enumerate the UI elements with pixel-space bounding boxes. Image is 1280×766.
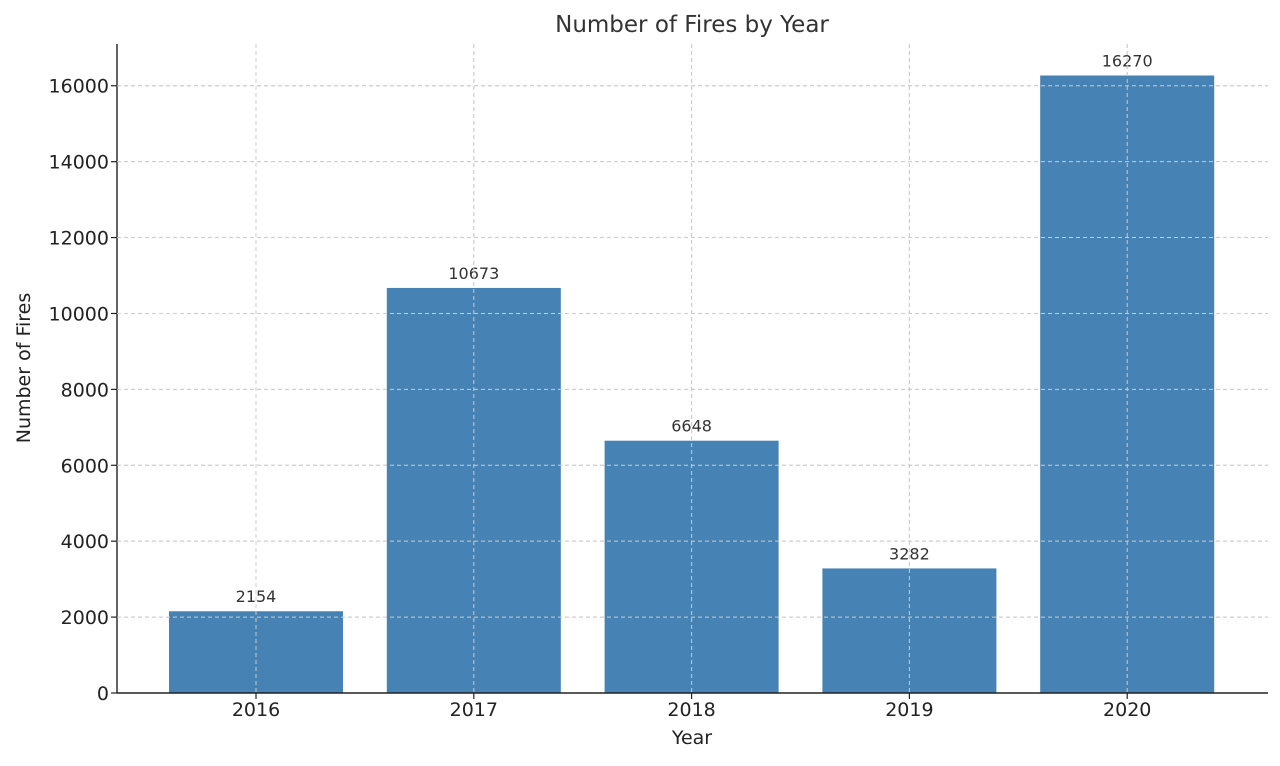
y-tick-label: 6000 <box>61 455 109 477</box>
bar-2016 <box>169 611 343 693</box>
axes <box>111 44 1268 699</box>
y-tick-label: 0 <box>97 683 109 705</box>
y-tick-label: 2000 <box>61 607 109 629</box>
y-tick-label: 10000 <box>49 303 109 325</box>
x-tick-label: 2018 <box>667 699 715 721</box>
x-tick-label: 2016 <box>232 699 280 721</box>
bar-2019 <box>822 568 997 693</box>
y-tick-label: 4000 <box>61 531 109 553</box>
x-tick-label: 2017 <box>450 699 498 721</box>
y-tick-label: 12000 <box>49 228 109 250</box>
tick-labels: 0 2000 4000 6000 8000 10000 12000 14000 16000 201… <box>49 76 1152 721</box>
x-tick-label: 2020 <box>1103 699 1151 721</box>
chart-title: Number of Fires by Year <box>555 12 829 38</box>
x-axis-title: Year <box>671 727 712 749</box>
y-axis-title: Number of Fires <box>13 293 35 444</box>
x-tick-label: 2019 <box>885 699 933 721</box>
y-tick-label: 16000 <box>49 76 109 98</box>
data-label-2019: 3282 <box>889 544 930 563</box>
bar-2018 <box>604 440 779 693</box>
y-tick-label: 8000 <box>61 379 109 401</box>
data-label-2018: 6648 <box>671 417 712 436</box>
data-label-2017: 10673 <box>448 264 499 283</box>
y-tick-label: 14000 <box>49 152 109 174</box>
data-label-2016: 2154 <box>236 587 277 606</box>
